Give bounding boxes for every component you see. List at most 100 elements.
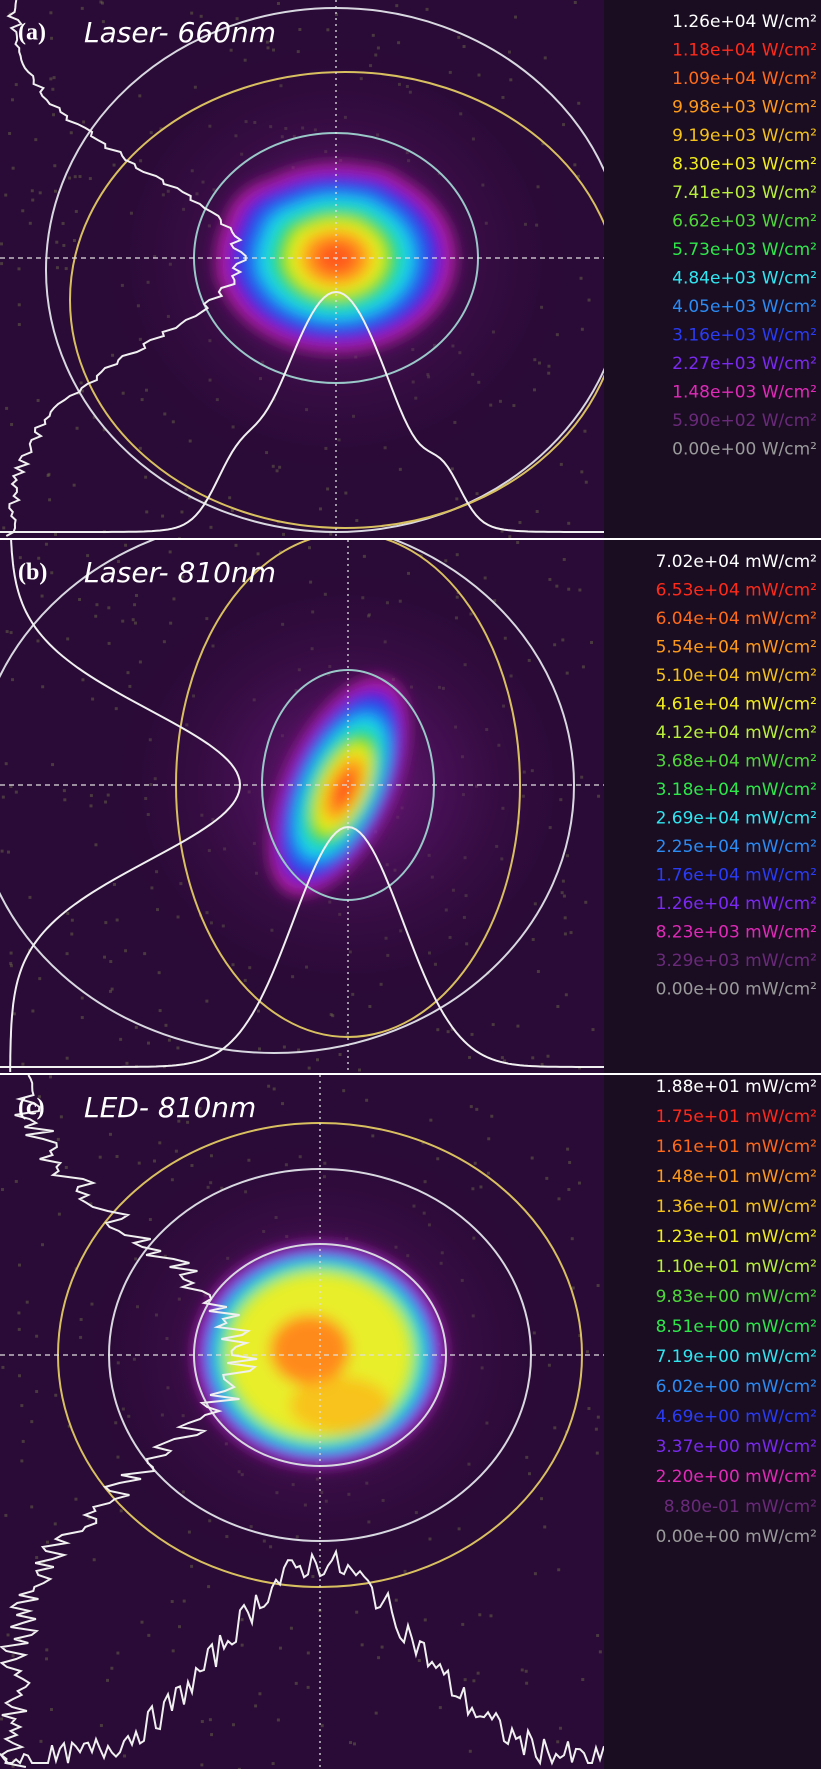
legend-entry: 2.25e+04 mW/cm²: [656, 837, 817, 857]
noise: [344, 492, 347, 495]
noise: [277, 2, 280, 5]
noise: [234, 544, 237, 547]
noise: [45, 543, 48, 546]
noise: [141, 1621, 144, 1624]
noise: [487, 1137, 490, 1140]
noise: [418, 1659, 421, 1662]
noise: [13, 1012, 16, 1015]
noise: [570, 931, 573, 934]
noise: [50, 571, 53, 574]
noise: [21, 209, 24, 212]
noise: [94, 615, 97, 618]
noise: [2, 526, 5, 529]
noise: [158, 1141, 161, 1144]
noise: [548, 578, 551, 581]
legend-entry: 1.88e+01 mW/cm²: [656, 1077, 817, 1097]
noise: [228, 496, 231, 499]
noise: [133, 603, 136, 606]
noise: [531, 1157, 534, 1160]
noise: [2, 796, 5, 799]
legend-entry: 6.62e+03 W/cm²: [672, 212, 817, 232]
noise: [470, 1105, 473, 1108]
noise: [509, 78, 512, 81]
noise: [68, 177, 71, 180]
noise: [0, 262, 3, 265]
noise: [358, 1068, 361, 1071]
noise: [0, 242, 3, 245]
panel-separator: [0, 1073, 821, 1075]
noise: [279, 1647, 282, 1650]
noise: [190, 12, 193, 15]
noise: [353, 1742, 356, 1745]
noise: [49, 77, 52, 80]
legend-entry: 4.69e+00 mW/cm²: [656, 1407, 817, 1427]
noise: [66, 637, 69, 640]
noise: [355, 1611, 358, 1614]
noise: [75, 210, 78, 213]
noise: [38, 977, 41, 980]
noise: [321, 1724, 324, 1727]
noise: [11, 98, 14, 101]
noise: [18, 1328, 21, 1331]
noise: [26, 1301, 29, 1304]
noise: [29, 222, 32, 225]
noise: [487, 1172, 490, 1175]
noise: [599, 1650, 602, 1653]
noise: [116, 1155, 119, 1158]
legend-entry: 6.53e+04 mW/cm²: [656, 581, 817, 601]
noise: [82, 120, 85, 123]
noise: [65, 1166, 68, 1169]
noise: [8, 132, 11, 135]
noise: [7, 1633, 10, 1636]
noise: [145, 510, 148, 513]
noise: [30, 1420, 33, 1423]
noise: [597, 1284, 600, 1287]
noise: [103, 956, 106, 959]
noise: [31, 189, 34, 192]
noise: [577, 102, 580, 105]
noise: [22, 1440, 25, 1443]
noise: [492, 1023, 495, 1026]
noise: [451, 467, 454, 470]
noise: [190, 1565, 193, 1568]
noise: [584, 901, 587, 904]
legend-entry: 4.05e+03 W/cm²: [672, 297, 817, 317]
noise: [15, 791, 18, 794]
noise: [525, 1670, 528, 1673]
noise: [5, 407, 8, 410]
noise: [257, 552, 260, 555]
noise: [564, 916, 567, 919]
panel-label: (a): [18, 20, 46, 46]
legend-entry: 7.41e+03 W/cm²: [672, 183, 817, 203]
noise: [581, 1678, 584, 1681]
beam-image: [0, 1075, 604, 1769]
noise: [316, 1058, 319, 1061]
noise: [587, 1407, 590, 1410]
noise: [597, 1416, 600, 1419]
noise: [34, 138, 37, 141]
noise: [10, 952, 13, 955]
legend-entry: 4.12e+04 mW/cm²: [656, 723, 817, 743]
noise: [63, 798, 66, 801]
legend-entry: 1.10e+01 mW/cm²: [656, 1257, 817, 1277]
noise: [308, 1067, 311, 1070]
noise: [571, 1237, 574, 1240]
noise: [109, 960, 112, 963]
noise: [582, 665, 585, 668]
noise: [17, 267, 20, 270]
noise: [283, 1046, 286, 1049]
noise: [17, 1311, 20, 1314]
noise: [159, 1009, 162, 1012]
noise: [164, 1024, 167, 1027]
noise: [561, 638, 564, 641]
panel: (b)Laser- 810nm7.02e+04 mW/cm²6.53e+04 m…: [0, 517, 817, 1073]
noise: [395, 1599, 398, 1602]
noise: [176, 1046, 179, 1049]
legend-entry: 5.10e+04 mW/cm²: [656, 666, 817, 686]
panel-title: Laser- 810nm: [84, 556, 276, 589]
noise: [474, 1162, 477, 1165]
noise: [258, 1047, 261, 1050]
noise: [547, 1055, 550, 1058]
noise: [10, 964, 13, 967]
noise: [567, 588, 570, 591]
